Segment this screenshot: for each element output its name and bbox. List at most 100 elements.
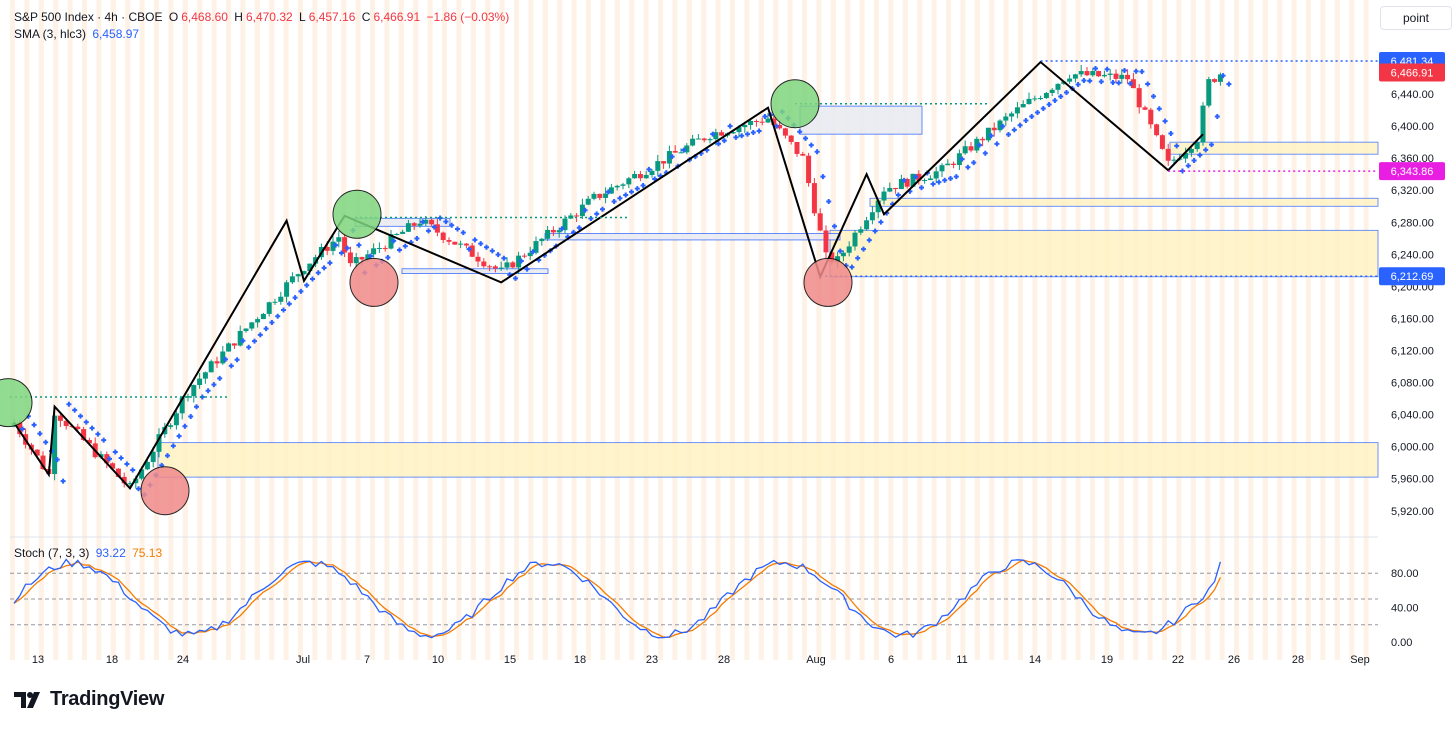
sma-point [919, 185, 924, 191]
time-tick-label: 28 [718, 654, 730, 666]
session-band [672, 0, 678, 660]
session-band [384, 0, 390, 660]
sma-point [716, 141, 721, 147]
session-band [1032, 0, 1038, 660]
sma-point [66, 401, 72, 407]
candle [603, 187, 609, 204]
sma-point [449, 222, 455, 228]
price-label-box [1379, 63, 1445, 82]
sma-point [217, 375, 223, 381]
price-tick-label: 5,920.00 [1391, 506, 1434, 518]
sma-point [455, 226, 460, 232]
session-band [586, 0, 591, 660]
candle [336, 230, 342, 248]
sma-point [333, 242, 339, 248]
candle-body [202, 372, 208, 379]
candle [869, 205, 875, 225]
candle-body [458, 243, 464, 245]
time-tick-label: 18 [106, 654, 118, 666]
sma-point [1226, 81, 1232, 87]
symbol-title[interactable]: S&P 500 Index · 4h · CBOE [14, 10, 163, 24]
session-band [1046, 0, 1052, 660]
tradingview-logo[interactable]: TradingView [14, 688, 164, 711]
candle [156, 428, 162, 458]
sma-legend[interactable]: SMA (3, hlc3) 6,458.97 [14, 27, 142, 42]
price-labels: 6,481.346,466.916,343.866,212.69 [1379, 51, 1445, 286]
candle-body [666, 151, 672, 164]
candle [521, 253, 527, 259]
candle-body [1130, 79, 1136, 89]
open-value: 6,468.60 [181, 10, 228, 24]
candle [916, 170, 922, 185]
demand-zone [157, 442, 1379, 478]
candle-body [237, 330, 243, 346]
sma-point [1133, 68, 1139, 74]
candle [800, 151, 806, 156]
candle [1142, 105, 1148, 111]
sma-point [397, 247, 402, 253]
candle-body [150, 451, 156, 462]
sma-point [1040, 106, 1046, 112]
candle [382, 245, 388, 252]
candle-body [655, 161, 661, 171]
session-band [658, 0, 663, 660]
candle-body [17, 422, 23, 435]
candle-body [1101, 74, 1107, 77]
candle-body [504, 262, 510, 268]
candle-body [191, 385, 197, 397]
sma-point [756, 128, 762, 134]
session-band [816, 0, 822, 660]
session-band [82, 0, 87, 660]
candle-body [736, 127, 742, 133]
sma-point [814, 149, 820, 155]
session-band [154, 0, 159, 660]
sma-point [402, 243, 408, 249]
candle-body [1217, 74, 1223, 82]
candle-body [933, 171, 939, 179]
swing-low-marker [349, 257, 399, 307]
candle [376, 242, 382, 253]
price-label-text: 6,343.86 [1391, 166, 1434, 178]
candle-body [463, 243, 469, 246]
candle-body [382, 247, 388, 249]
candle-body [452, 241, 458, 245]
session-band [298, 0, 303, 660]
sma-point [965, 164, 971, 170]
candle [452, 241, 458, 245]
sma-point [1104, 66, 1110, 72]
candle-body [1072, 74, 1078, 79]
sma-point [959, 156, 965, 162]
sma-point [391, 238, 397, 244]
scale-mode-button[interactable]: point [1380, 6, 1452, 30]
candle-body [823, 230, 829, 253]
candle-body [603, 193, 609, 198]
candle-body [481, 261, 487, 267]
candle [1212, 78, 1218, 84]
zones [157, 105, 1379, 478]
candle-body [469, 245, 475, 257]
stoch-legend[interactable]: Stoch (7, 3, 3) 93.22 75.13 [14, 546, 165, 561]
sma-point [739, 133, 745, 139]
candle [852, 230, 858, 251]
sma-point [710, 131, 716, 137]
time-axis: 13 18 24 Jul 7 10 15 18 23 28 Aug 6 11 14 19 22 26 28 Sep [32, 654, 1370, 666]
sma-point [1029, 114, 1035, 120]
candle [342, 233, 348, 257]
candle [1159, 134, 1165, 150]
session-band [1291, 0, 1297, 660]
session-band [1090, 0, 1095, 660]
sma-point [78, 413, 83, 419]
candle-body [1084, 71, 1090, 76]
candle-body [115, 468, 121, 477]
candle [1101, 70, 1107, 78]
sma-point [54, 457, 60, 463]
candle [707, 137, 713, 144]
sma-point [1081, 77, 1087, 83]
price-label-box [1379, 267, 1445, 286]
candle-body [434, 224, 440, 233]
sma-point [1151, 93, 1156, 99]
sma-point [1209, 142, 1214, 148]
candle [1107, 69, 1113, 81]
session-band [643, 0, 649, 660]
